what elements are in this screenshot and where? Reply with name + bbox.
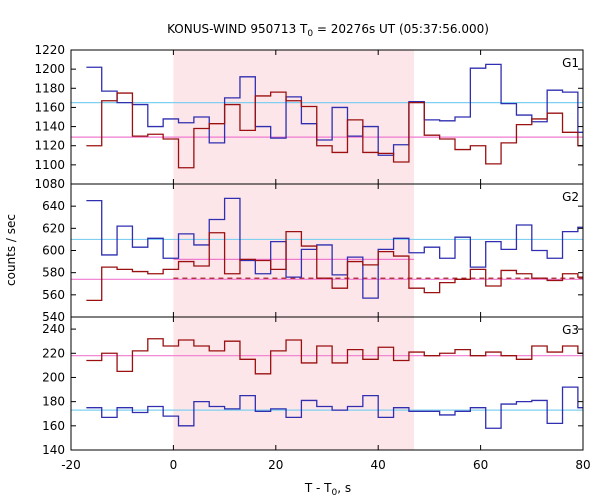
series-g3-blue	[86, 386, 583, 429]
series-g1-blue	[86, 63, 583, 156]
y-tick-label: 1080	[34, 177, 65, 191]
series-g1-red	[86, 91, 583, 169]
y-tick-label: 140	[42, 443, 65, 457]
y-tick-label: 160	[42, 419, 65, 433]
series-g3-red	[86, 338, 583, 375]
y-tick-label: 1160	[34, 100, 65, 114]
y-axis-label: counts / sec	[4, 214, 18, 286]
y-tick-label: 1140	[34, 120, 65, 134]
shaded-interval	[173, 50, 415, 450]
y-tick-label: 580	[42, 266, 65, 280]
y-tick-label: 600	[42, 244, 65, 258]
chart-title: KONUS-WIND 950713 T0 = 20276s UT (05:37:…	[167, 22, 489, 39]
panel-label-g1: G1	[562, 56, 579, 70]
y-tick-label: 1100	[34, 158, 65, 172]
y-tick-label: 220	[42, 346, 65, 360]
panel-label-g2: G2	[562, 190, 579, 204]
y-tick-label: 1120	[34, 139, 65, 153]
panel-frame-g3	[70, 316, 584, 451]
series-g2-red	[86, 231, 583, 302]
x-axis-label: T - T0, s	[304, 481, 351, 498]
series-g2-blue	[86, 197, 583, 299]
y-tick-label: 1200	[34, 62, 65, 76]
x-tick-label: 60	[473, 458, 488, 472]
y-tick-label: 240	[42, 322, 65, 336]
panel-label-g3: G3	[562, 323, 579, 337]
y-tick-label: 1220	[34, 43, 65, 57]
x-tick-label: 40	[371, 458, 386, 472]
y-tick-label: 560	[42, 288, 65, 302]
y-tick-label: 180	[42, 395, 65, 409]
y-tick-label: 620	[42, 221, 65, 235]
x-tick-label: 80	[575, 458, 590, 472]
x-tick-label: 0	[170, 458, 178, 472]
x-tick-label: 20	[268, 458, 283, 472]
x-tick-label: -20	[61, 458, 81, 472]
y-tick-label: 1180	[34, 81, 65, 95]
y-tick-label: 640	[42, 199, 65, 213]
plot-area: 1080 1100 1120 1140 1160 1180 1200 1220 G1 540 560…	[34, 43, 590, 472]
y-tick-label: 540	[42, 310, 65, 324]
y-tick-label: 200	[42, 370, 65, 384]
